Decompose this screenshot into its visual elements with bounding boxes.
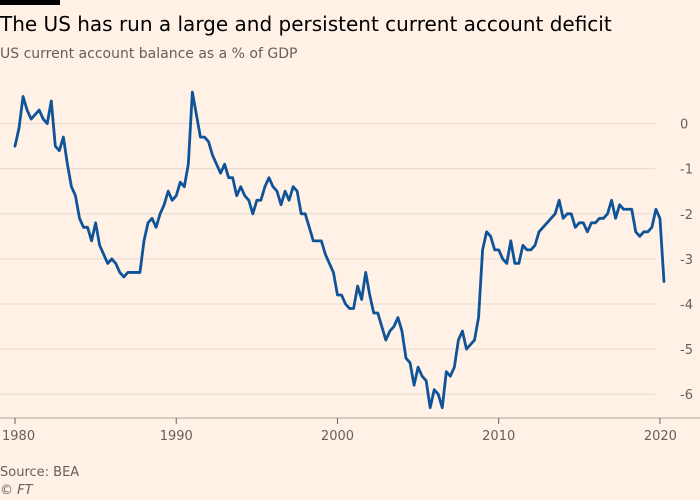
chart-subtitle: US current account balance as a % of GDP — [0, 46, 298, 62]
y-tick-label: -4 — [680, 298, 693, 313]
x-tick-label: 2020 — [644, 429, 677, 444]
y-tick-label: -1 — [680, 163, 693, 178]
y-axis-tick-labels: 0 -1 -2 -3 -4 -5 -6 — [680, 118, 693, 404]
y-tick-label: -6 — [680, 388, 693, 403]
y-tick-label: 0 — [680, 118, 688, 133]
x-tick-label: 2000 — [321, 429, 354, 444]
chart-title: The US has run a large and persistent cu… — [0, 12, 612, 36]
series-layer — [13, 90, 666, 410]
x-tick-label: 1980 — [2, 429, 35, 444]
line-chart: 0 -1 -2 -3 -4 -5 -6 1980 1990 2000 2010 2020 — [0, 90, 700, 444]
x-tick-label: 1990 — [160, 429, 193, 444]
y-tick-label: -5 — [680, 343, 693, 358]
series-line-current-account — [13, 90, 666, 410]
y-tick-label: -2 — [680, 208, 693, 223]
x-axis: 1980 1990 2000 2010 2020 — [0, 417, 700, 444]
brand-bar — [0, 0, 60, 5]
ft-credit: © FT — [0, 483, 33, 498]
source-note: Source: BEA — [0, 465, 80, 480]
y-tick-label: -3 — [680, 253, 693, 268]
x-tick-label: 2010 — [482, 429, 515, 444]
